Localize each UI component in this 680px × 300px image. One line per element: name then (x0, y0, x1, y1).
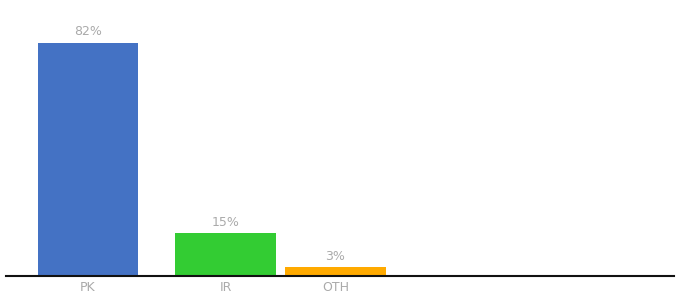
Text: 15%: 15% (211, 216, 239, 229)
Bar (285, 267, 386, 276)
Text: 3%: 3% (326, 250, 345, 263)
Text: 82%: 82% (74, 25, 102, 38)
Bar (37, 43, 139, 276)
Bar (175, 233, 276, 276)
